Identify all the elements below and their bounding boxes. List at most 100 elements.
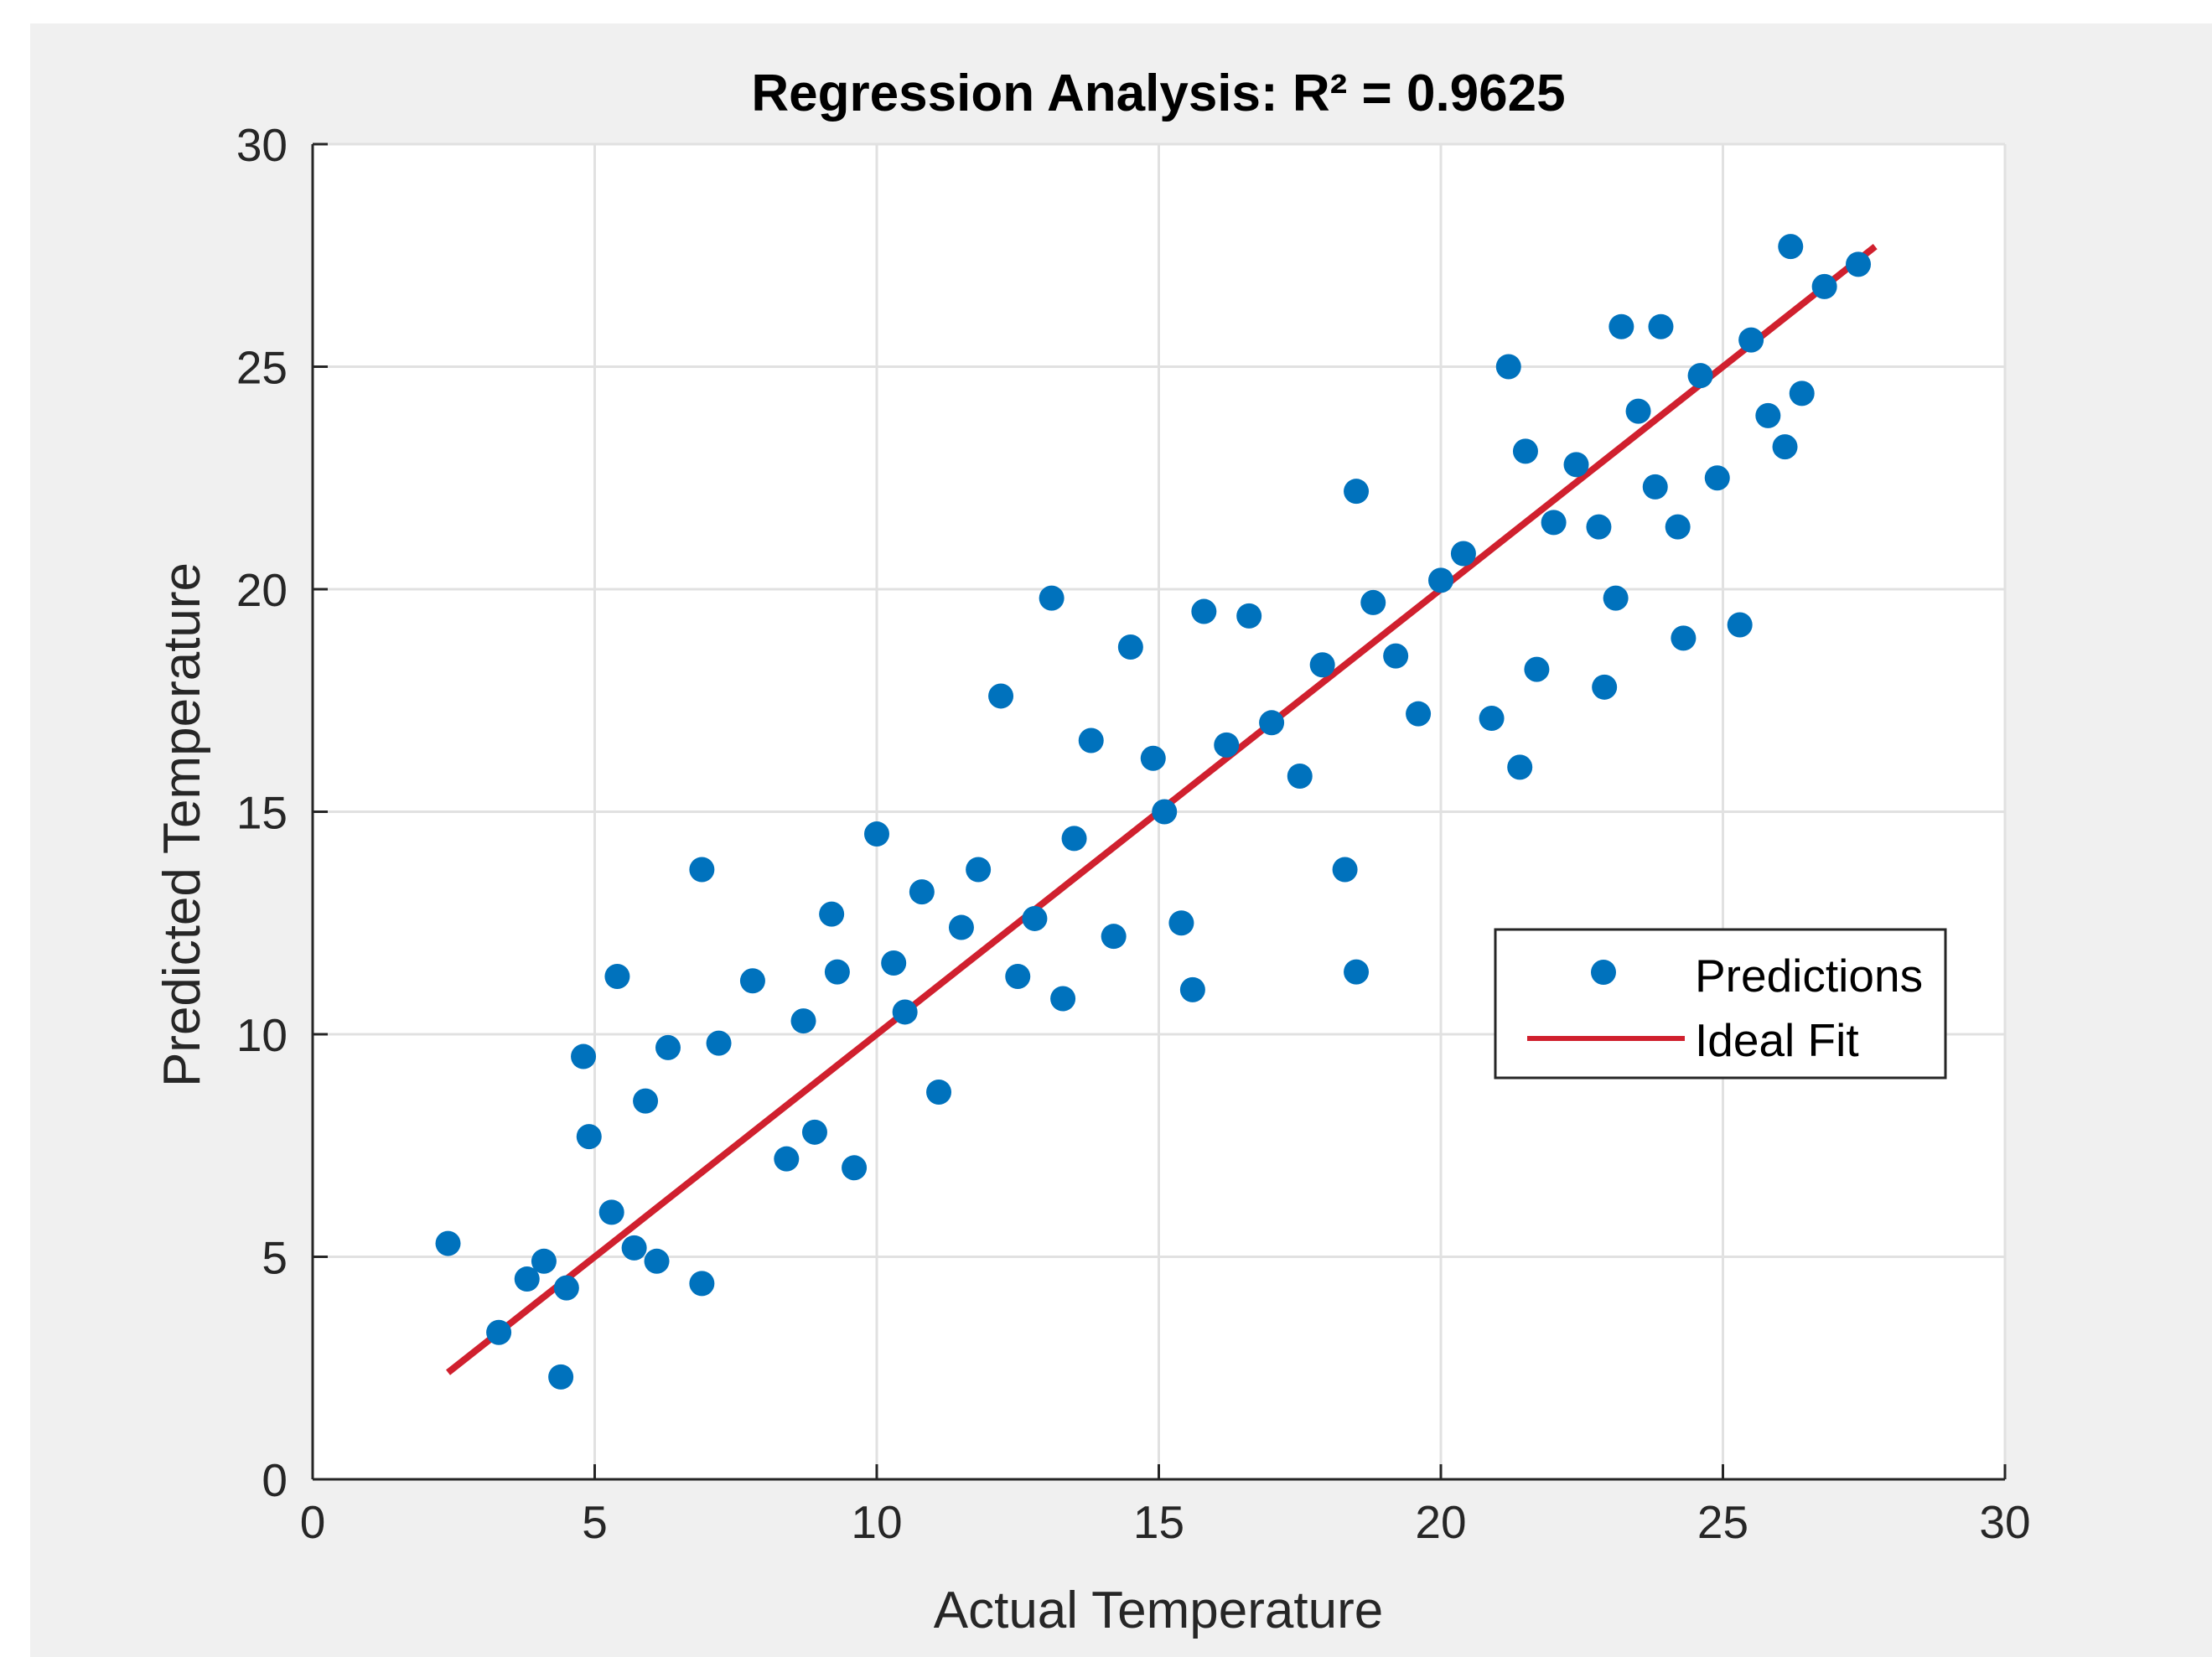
- y-tick-label: 0: [262, 1454, 288, 1506]
- prediction-point: [1524, 656, 1550, 682]
- prediction-point: [864, 821, 889, 847]
- prediction-point: [1078, 728, 1104, 753]
- prediction-point: [1846, 251, 1872, 277]
- prediction-point: [1140, 745, 1166, 771]
- prediction-point: [1479, 705, 1505, 731]
- prediction-point: [1236, 603, 1262, 629]
- y-tick-label: 30: [236, 119, 288, 171]
- prediction-point: [1344, 479, 1370, 505]
- prediction-point: [739, 968, 765, 994]
- prediction-point: [1050, 986, 1076, 1012]
- x-tick-label: 30: [1979, 1496, 2030, 1548]
- prediction-point: [1603, 585, 1629, 611]
- prediction-point: [909, 879, 935, 905]
- prediction-point: [1642, 474, 1668, 500]
- y-tick-label: 20: [236, 564, 288, 616]
- prediction-point: [1563, 452, 1589, 478]
- prediction-point: [633, 1088, 659, 1114]
- x-tick-label: 0: [300, 1496, 326, 1548]
- x-tick-label: 20: [1415, 1496, 1466, 1548]
- prediction-point: [1287, 764, 1313, 790]
- legend-predictions-marker: [1591, 960, 1616, 985]
- y-tick-label: 10: [236, 1009, 288, 1061]
- y-tick-label: 15: [236, 787, 288, 839]
- prediction-point: [1625, 398, 1651, 424]
- legend-ideal-fit-label: Ideal Fit: [1695, 1014, 1859, 1066]
- prediction-point: [1687, 363, 1713, 389]
- prediction-point: [842, 1155, 868, 1181]
- x-axis-ticks: 0 5 10 15 20 25 30: [300, 1464, 2031, 1548]
- prediction-point: [1061, 826, 1087, 852]
- prediction-point: [1360, 589, 1386, 615]
- prediction-point: [1117, 634, 1143, 660]
- prediction-point: [1738, 327, 1764, 353]
- prediction-point: [1811, 273, 1837, 299]
- prediction-point: [514, 1266, 540, 1292]
- prediction-point: [1507, 754, 1533, 780]
- prediction-point: [1344, 959, 1370, 985]
- prediction-point: [621, 1235, 647, 1261]
- prediction-point: [1665, 514, 1691, 540]
- prediction-point: [1022, 905, 1048, 931]
- legend-box: [1494, 928, 1947, 1080]
- prediction-point: [1428, 567, 1453, 593]
- prediction-point: [966, 857, 992, 883]
- prediction-point: [1383, 643, 1409, 669]
- prediction-point: [706, 1030, 732, 1056]
- prediction-point: [644, 1248, 670, 1274]
- prediction-point: [1512, 438, 1538, 464]
- legend: Predictions Ideal Fit: [1494, 928, 1947, 1080]
- prediction-point: [1671, 625, 1697, 651]
- x-tick-label: 25: [1697, 1496, 1748, 1548]
- prediction-point: [553, 1275, 579, 1301]
- prediction-point: [531, 1248, 557, 1274]
- prediction-point: [1168, 910, 1194, 936]
- prediction-point: [576, 1124, 602, 1150]
- prediction-point: [1214, 732, 1240, 758]
- prediction-point: [1179, 976, 1205, 1002]
- prediction-point: [435, 1230, 461, 1256]
- y-tick-label: 5: [262, 1232, 288, 1284]
- prediction-point: [571, 1043, 597, 1069]
- prediction-point: [1101, 924, 1127, 950]
- prediction-point: [598, 1199, 624, 1225]
- prediction-point: [988, 683, 1014, 709]
- prediction-point: [1152, 799, 1178, 825]
- prediction-point: [926, 1080, 952, 1106]
- prediction-point: [892, 999, 918, 1025]
- y-tick-label: 25: [236, 342, 288, 394]
- x-tick-label: 5: [582, 1496, 608, 1548]
- prediction-point: [1450, 541, 1476, 567]
- x-axis-label: Actual Temperature: [934, 1582, 1383, 1639]
- prediction-point: [1586, 514, 1612, 540]
- prediction-point: [1704, 465, 1730, 491]
- prediction-point: [1608, 313, 1634, 339]
- prediction-point: [1727, 612, 1753, 638]
- prediction-point: [1039, 585, 1065, 611]
- predictions-series: [435, 234, 1872, 1390]
- prediction-point: [486, 1319, 512, 1345]
- prediction-point: [824, 959, 850, 985]
- prediction-point: [1191, 598, 1217, 624]
- prediction-point: [1772, 434, 1798, 460]
- prediction-point: [604, 963, 630, 989]
- prediction-point: [655, 1034, 681, 1060]
- prediction-point: [1592, 674, 1618, 700]
- prediction-point: [819, 901, 845, 927]
- y-axis-label: Predicted Temperature: [153, 562, 211, 1087]
- prediction-point: [1005, 963, 1031, 989]
- prediction-point: [881, 950, 907, 976]
- prediction-point: [1332, 857, 1358, 883]
- prediction-point: [1789, 381, 1815, 406]
- prediction-point: [548, 1364, 574, 1390]
- prediction-point: [1259, 710, 1285, 736]
- prediction-point: [1648, 313, 1674, 339]
- legend-predictions-label: Predictions: [1695, 950, 1923, 1002]
- prediction-point: [1541, 510, 1567, 536]
- x-tick-label: 10: [851, 1496, 902, 1548]
- prediction-point: [1778, 234, 1804, 260]
- prediction-point: [801, 1119, 827, 1145]
- chart-title: Regression Analysis: R² = 0.9625: [751, 65, 1565, 122]
- prediction-point: [948, 914, 974, 940]
